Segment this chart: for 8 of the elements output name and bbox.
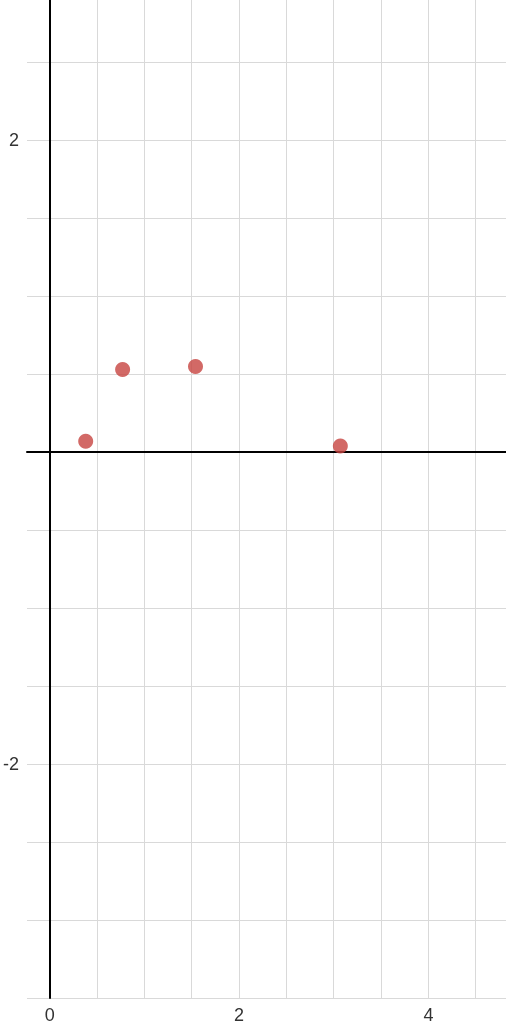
x-tick-label: 4: [423, 1005, 434, 1024]
point: [115, 362, 131, 378]
y-tick-label: -2: [2, 754, 19, 775]
x-tick-label: 2: [234, 1005, 245, 1024]
point: [78, 433, 94, 449]
x-tick-label: 0: [44, 1005, 55, 1024]
point: [188, 358, 204, 374]
point: [332, 438, 348, 454]
